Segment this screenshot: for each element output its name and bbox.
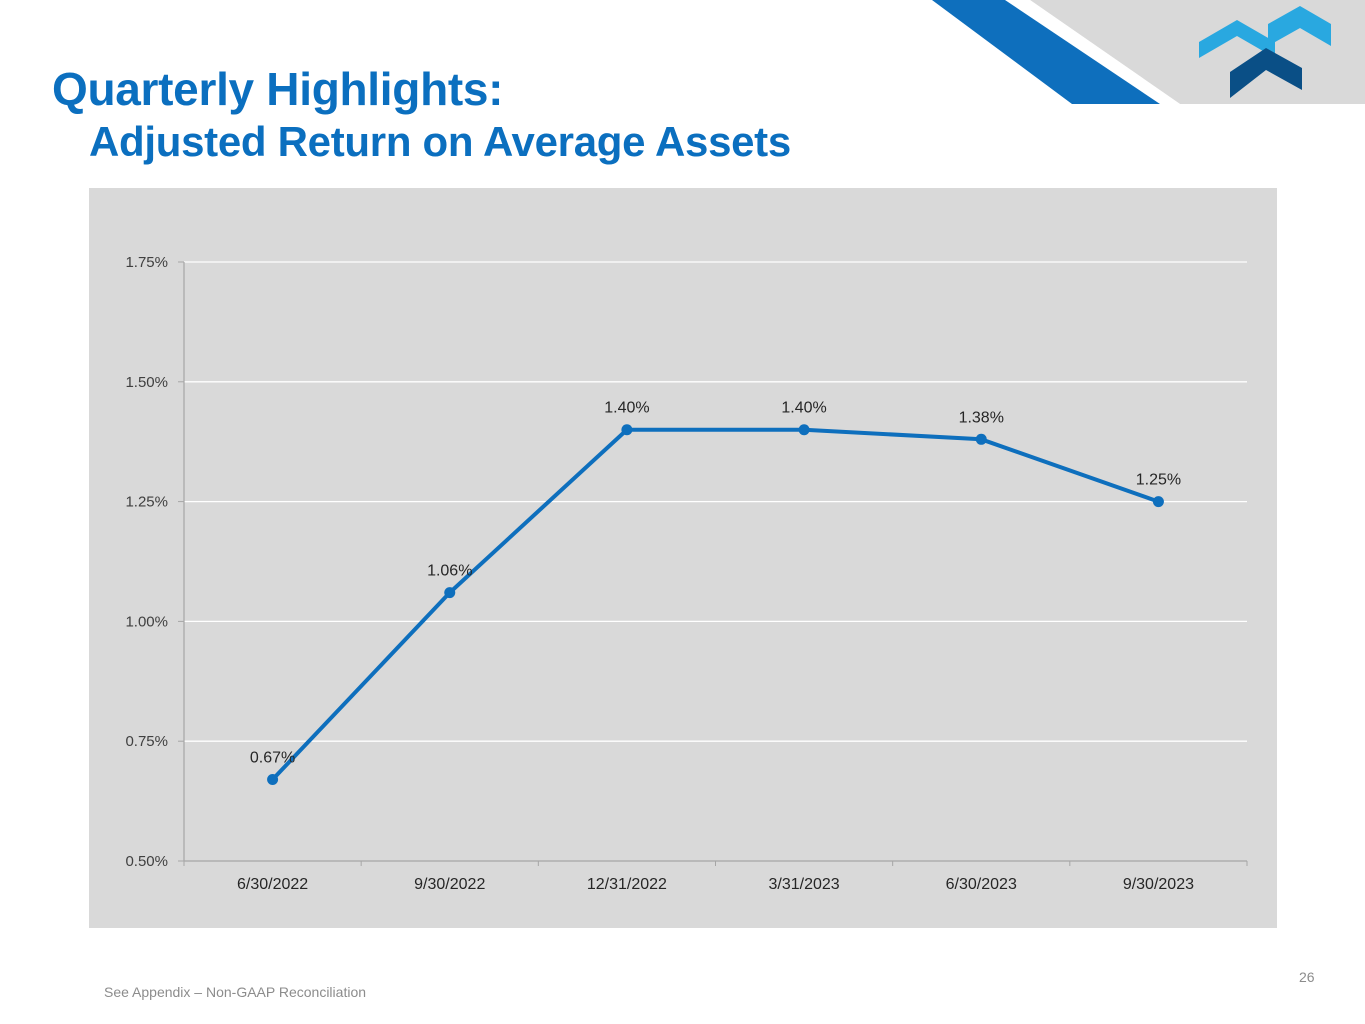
data-point [975, 433, 987, 445]
y-tick-label: 0.75% [125, 733, 168, 750]
y-tick-label: 1.00% [125, 613, 168, 630]
slide-title: Quarterly Highlights: [52, 63, 504, 115]
chart-panel: 0.50% 0.75% 1.00% 1.25% 1.50% 1.75% 6/30/2022 9… [89, 188, 1277, 928]
x-tick-label: 12/31/2022 [587, 876, 667, 893]
grid-layer [184, 261, 1247, 742]
x-tick-label: 9/30/2023 [1123, 876, 1194, 893]
corner-blue-stripe [932, 0, 1160, 104]
slide-subtitle: Adjusted Return on Average Assets [89, 118, 791, 165]
data-point [267, 774, 279, 786]
data-point [444, 587, 456, 599]
y-tick-label: 0.50% [125, 853, 168, 870]
data-label: 1.25% [1136, 472, 1181, 489]
x-tick-label: 6/30/2022 [237, 876, 308, 893]
data-label: 1.06% [427, 563, 472, 580]
data-label: 1.40% [781, 400, 826, 417]
data-label: 0.67% [250, 750, 295, 767]
y-tick-label: 1.50% [125, 374, 168, 391]
company-logo-icon [1199, 6, 1331, 98]
corner-white-stripe [1005, 0, 1180, 104]
y-tick-label: 1.75% [125, 254, 168, 271]
series-layer [267, 424, 1164, 786]
line-chart: 0.50% 0.75% 1.00% 1.25% 1.50% 1.75% 6/30/2022 9… [125, 254, 1248, 893]
label-layer: 0.67% 1.06% 1.40% 1.40% 1.38% 1.25% [250, 400, 1181, 767]
y-tick-label: 1.25% [125, 494, 168, 511]
series-line [271, 427, 1160, 781]
data-label: 1.38% [959, 409, 1004, 426]
data-point [798, 424, 810, 436]
corner-decoration [932, 0, 1365, 104]
data-label: 1.40% [604, 400, 649, 417]
data-point [621, 424, 633, 436]
x-tick-label: 3/31/2023 [768, 876, 839, 893]
page-number: 26 [1299, 969, 1315, 985]
axis-layer: 0.50% 0.75% 1.00% 1.25% 1.50% 1.75% 6/30/2022 9… [125, 254, 1248, 893]
footnote: See Appendix – Non-GAAP Reconciliation [104, 984, 367, 1000]
data-point [1152, 496, 1164, 508]
x-tick-label: 6/30/2023 [946, 876, 1017, 893]
x-tick-label: 9/30/2022 [414, 876, 485, 893]
